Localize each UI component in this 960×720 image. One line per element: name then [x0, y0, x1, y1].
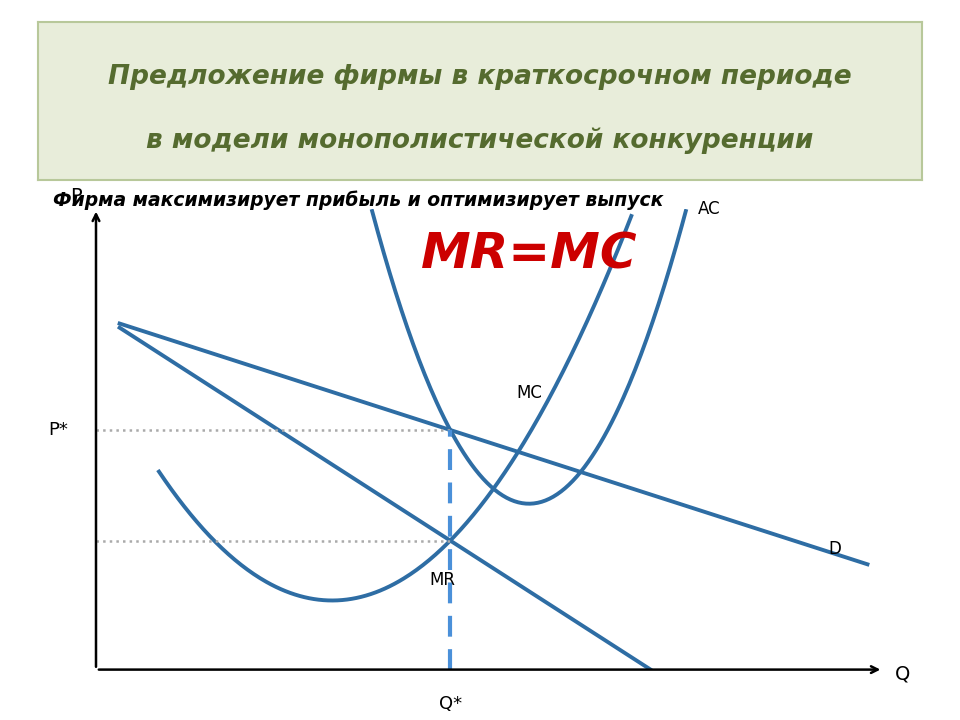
Text: AC: AC [698, 200, 721, 218]
Text: Предложение фирмы в краткосрочном периоде: Предложение фирмы в краткосрочном период… [108, 64, 852, 90]
Text: MC: MC [516, 384, 541, 402]
Text: MR=MC: MR=MC [420, 231, 637, 279]
Text: Фирма максимизирует прибыль и оптимизирует выпуск: Фирма максимизирует прибыль и оптимизиру… [53, 191, 663, 210]
Text: MR: MR [429, 570, 455, 588]
Text: в модели монополистической конкуренции: в модели монополистической конкуренции [146, 127, 814, 153]
Text: Q: Q [895, 665, 910, 684]
Text: P: P [70, 187, 83, 207]
Text: D: D [828, 540, 841, 558]
Text: Q*: Q* [439, 695, 462, 713]
Text: P*: P* [49, 421, 68, 439]
